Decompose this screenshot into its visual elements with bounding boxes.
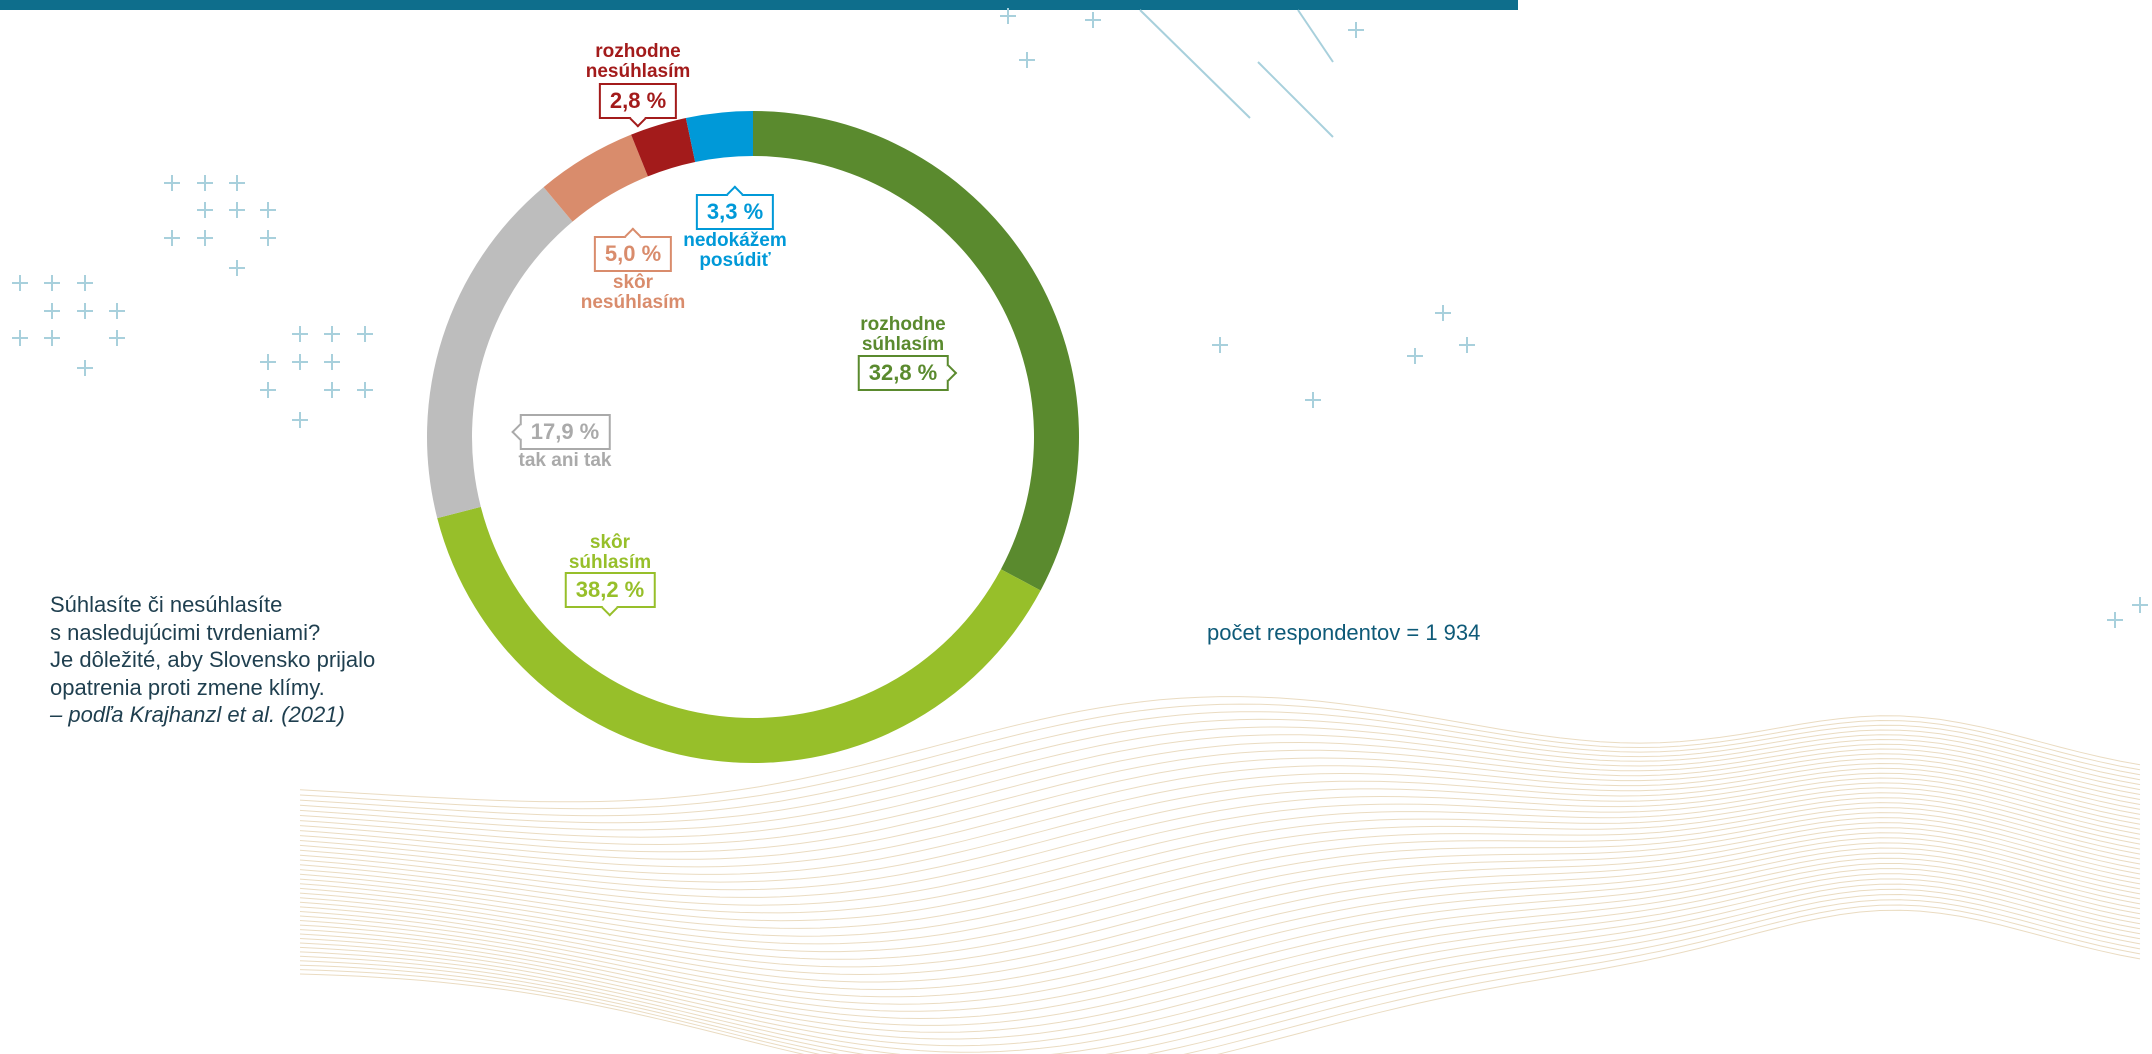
value-label: 32,8 %	[857, 355, 949, 391]
wave	[299, 904, 2141, 1054]
value-label: 17,9 %	[519, 414, 611, 450]
wave	[299, 787, 2141, 914]
question-line: opatrenia proti zmene klímy.	[50, 674, 325, 700]
decor-plus	[12, 8, 2148, 628]
wave	[299, 797, 2141, 929]
donut-segment	[753, 111, 1079, 591]
segment-label: skôr nesúhlasím	[580, 272, 686, 313]
segment-label: tak ani tak	[518, 450, 612, 471]
wave	[299, 817, 2141, 960]
wave	[299, 792, 2141, 922]
donut-segment	[543, 134, 648, 222]
wave	[299, 802, 2141, 937]
value-label: 2,8 %	[598, 83, 678, 119]
wave	[299, 741, 2141, 846]
question-line: Súhlasíte či nesúhlasíte	[50, 592, 283, 617]
source: – podľa Krajhanzl et al. (2021)	[50, 702, 345, 727]
wave	[299, 899, 2141, 1054]
wave	[299, 772, 2141, 891]
wave	[299, 696, 2141, 803]
question-line: Je dôležité, aby Slovensko prijalo	[50, 647, 376, 672]
wave	[299, 832, 2141, 983]
segment-label: rozhodne súhlasím	[860, 314, 946, 355]
wave	[299, 863, 2141, 1026]
wave	[299, 718, 2141, 824]
wave	[299, 837, 2141, 991]
wave	[299, 703, 2141, 810]
wave	[299, 857, 2141, 1020]
wave	[299, 734, 2141, 838]
segment-label: skôr súhlasím	[568, 532, 652, 573]
wave	[299, 762, 2141, 875]
donut-segment	[631, 117, 696, 177]
wave	[299, 883, 2141, 1053]
wave	[299, 758, 2141, 868]
wave	[299, 782, 2141, 906]
wave	[299, 847, 2141, 1005]
decor-lines	[1139, 9, 1334, 138]
wave	[299, 748, 2141, 853]
value-label: 3,3 %	[695, 194, 775, 230]
wave	[299, 822, 2141, 968]
wave	[299, 888, 2141, 1054]
top-bar	[0, 0, 1518, 10]
donut-segment	[426, 187, 573, 519]
sample-size: počet respondentov = 1 934	[1207, 620, 1481, 645]
wave	[299, 873, 2141, 1040]
value-label: 38,2 %	[564, 572, 656, 608]
wave	[299, 812, 2141, 953]
wave	[299, 753, 2141, 860]
wave	[299, 807, 2141, 945]
question-line: s nasledujúcimi tvrdeniami?	[50, 619, 321, 645]
wave	[299, 878, 2141, 1047]
segment-label: nedokážem posúdiť	[683, 230, 787, 271]
wave	[299, 893, 2141, 1054]
value-label: 5,0 %	[593, 236, 673, 272]
wave	[299, 868, 2141, 1033]
wave	[299, 777, 2141, 898]
wave	[299, 842, 2141, 998]
donut	[426, 111, 1079, 763]
wave	[299, 827, 2141, 976]
wave	[299, 852, 2141, 1012]
donut-segment	[685, 111, 753, 163]
wave	[299, 711, 2141, 817]
wave	[299, 909, 2141, 1054]
donut-segment	[437, 506, 1041, 763]
segment-label: rozhodne nesúhlasím	[585, 41, 691, 82]
wave	[299, 767, 2141, 883]
decor-waves	[299, 696, 2141, 1054]
wave	[299, 726, 2141, 831]
